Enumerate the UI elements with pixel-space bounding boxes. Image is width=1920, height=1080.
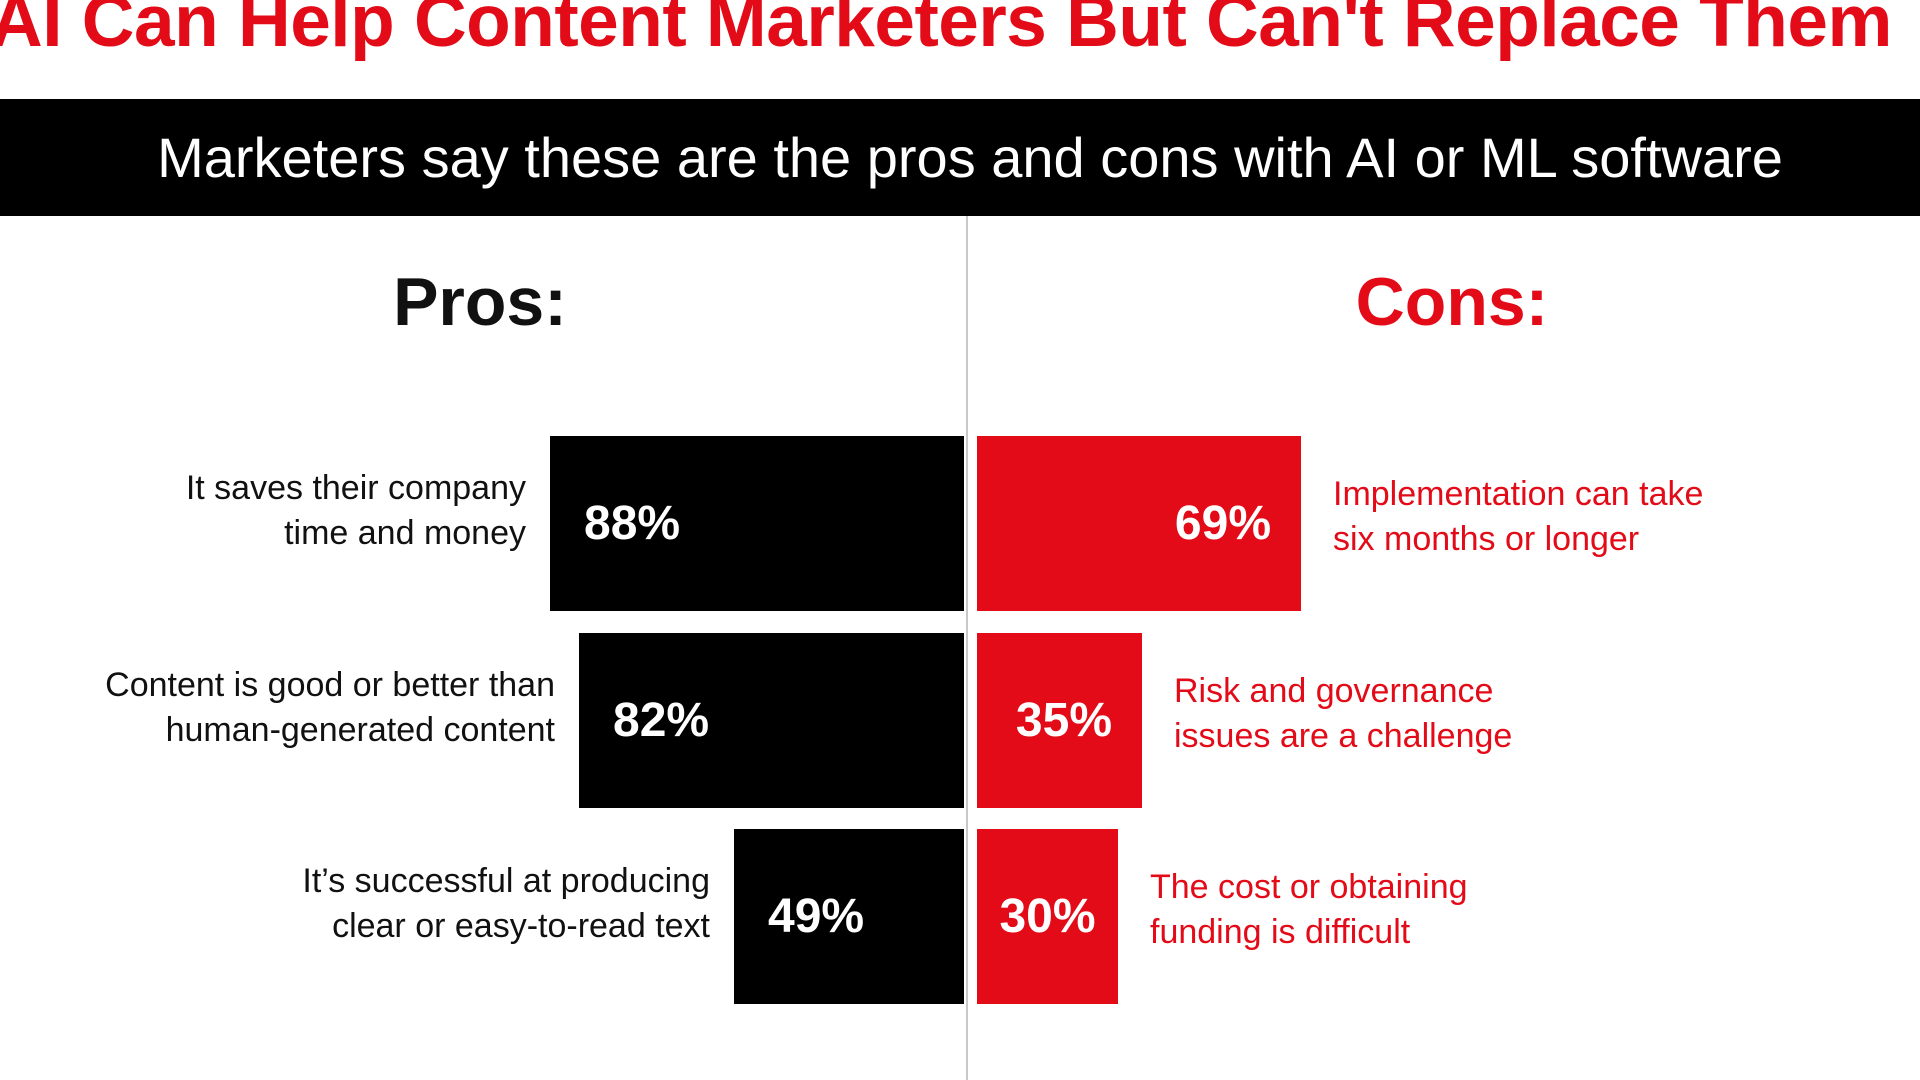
cons-label: Implementation can take six months or lon… [1333, 472, 1703, 562]
pros-label-line: It saves their company [185, 469, 526, 507]
headline: AI Can Help Content Marketers But Can't … [0, 0, 1892, 62]
center-divider [966, 216, 968, 1080]
pros-label: It’s successful at producing clear or eas… [302, 859, 710, 949]
pros-bar: 88% [550, 436, 964, 611]
pros-label-line: Content is good or better than [105, 666, 555, 704]
cons-bar-value: 69% [1174, 497, 1271, 550]
cons-label-line: issues are a challenge [1174, 717, 1513, 755]
subtitle-band: Marketers say these are the pros and con… [0, 99, 1920, 216]
subtitle: Marketers say these are the pros and con… [157, 126, 1783, 189]
pros-bar-value: 88% [584, 497, 681, 550]
cons-label-line: Implementation can take [1333, 475, 1704, 513]
cons-label: The cost or obtaining funding is difficul… [1150, 865, 1468, 955]
pros-label-line: time and money [284, 514, 526, 552]
pros-label-line: It’s successful at producing [302, 862, 710, 900]
pros-bar-value: 82% [613, 694, 710, 747]
cons-bar-value: 30% [999, 890, 1096, 943]
cons-heading: Cons: [1355, 264, 1549, 340]
pros-bar-value: 49% [768, 890, 865, 943]
cons-label-line: funding is difficult [1150, 913, 1411, 951]
pros-bar: 49% [734, 829, 964, 1004]
pros-label-line: clear or easy-to-read text [332, 907, 710, 945]
pros-label: It saves their company time and money [186, 466, 526, 556]
cons-bar-value: 35% [1015, 694, 1112, 747]
pros-label: Content is good or better than human-gene… [105, 663, 555, 753]
pros-bar: 82% [579, 633, 964, 808]
cons-bar: 30% [977, 829, 1118, 1004]
cons-label-line: The cost or obtaining [1150, 868, 1468, 906]
cons-label-line: six months or longer [1333, 520, 1640, 558]
pros-label-line: human-generated content [165, 711, 555, 749]
cons-bar: 69% [977, 436, 1301, 611]
cons-bar: 35% [977, 633, 1142, 808]
pros-heading: Pros: [393, 264, 567, 340]
cons-label-line: Risk and governance [1174, 672, 1494, 710]
cons-label: Risk and governance issues are a challeng… [1174, 669, 1512, 759]
